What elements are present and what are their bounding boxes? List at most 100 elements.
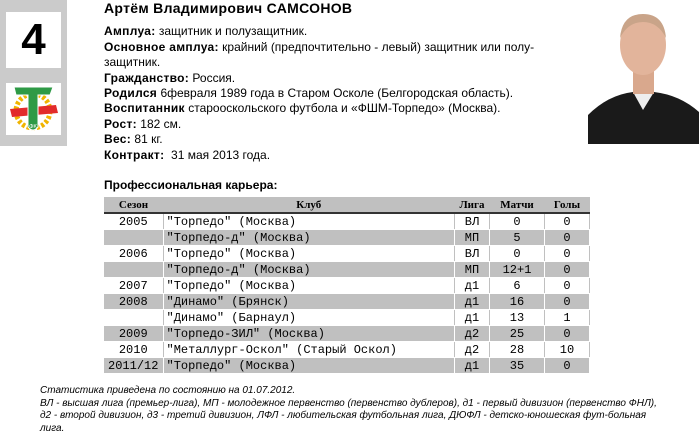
- info-field: Основное амплуа: крайний (предпочтительн…: [104, 40, 584, 71]
- cell-goals: 0: [544, 213, 590, 230]
- header-club: Клуб: [163, 197, 455, 214]
- cell-goals: 0: [544, 325, 590, 342]
- info-field: Рост: 182 см.: [104, 117, 584, 132]
- cell-club: "Динамо" (Барнаул): [163, 309, 455, 326]
- cell-matches: 13: [489, 309, 545, 326]
- cell-matches: 0: [489, 245, 545, 262]
- table-row: "Торпедо-д" (Москва) МП 12+1 0: [104, 261, 590, 278]
- table-row: 2011/12 "Торпедо" (Москва) д1 35 0: [104, 357, 590, 374]
- info-value: 182 см.: [136, 116, 182, 131]
- cell-goals: 0: [544, 293, 590, 310]
- footnotes: Статистика приведена по состоянию на 01.…: [40, 385, 670, 435]
- cell-season: 2010: [104, 341, 164, 358]
- info-value: 31 мая 2013 года.: [164, 147, 271, 162]
- cell-club: "Торпедо" (Москва): [163, 357, 455, 374]
- cell-league: д2: [454, 341, 490, 358]
- table-row: "Динамо" (Барнаул) д1 13 1: [104, 309, 590, 326]
- info-field: Контракт: 31 мая 2013 года.: [104, 148, 584, 163]
- cell-season: 2006: [104, 245, 164, 262]
- info-field: Родился 6февраля 1989 года в Старом Оско…: [104, 86, 584, 101]
- cell-matches: 25: [489, 325, 545, 342]
- cell-goals: 1: [544, 309, 590, 326]
- cell-club: "Металлург-Оскол" (Старый Оскол): [163, 341, 455, 358]
- cell-goals: 10: [544, 341, 590, 358]
- player-info: Артём Владимирович САМСОНОВ Амплуа: защи…: [104, 0, 584, 163]
- cell-matches: 12+1: [489, 261, 545, 278]
- cell-season: [104, 261, 164, 278]
- cell-matches: 28: [489, 341, 545, 358]
- torpedo-club-logo-icon: ФК: [6, 83, 61, 135]
- info-value: защитник и полузащитник.: [155, 24, 308, 39]
- cell-league: д1: [454, 293, 490, 310]
- cell-goals: 0: [544, 229, 590, 246]
- table-row: 2006 "Торпедо" (Москва) ВЛ 0 0: [104, 245, 590, 262]
- svg-text:ФК: ФК: [29, 124, 37, 130]
- cell-club: "Торпедо" (Москва): [163, 213, 455, 230]
- cell-season: 2005: [104, 213, 164, 230]
- cell-matches: 5: [489, 229, 545, 246]
- info-field: Вес: 81 кг.: [104, 132, 584, 147]
- info-value: 6февраля 1989 года в Старом Осколе (Белг…: [157, 86, 514, 101]
- info-value: крайний (предпочтительно - левый) защитн…: [104, 39, 535, 70]
- info-field: Амплуа: защитник и полузащитник.: [104, 24, 584, 39]
- info-label: Воспитанник: [104, 101, 185, 116]
- info-label: Основное амплуа:: [104, 39, 219, 54]
- cell-club: "Торпедо-д" (Москва): [163, 229, 455, 246]
- cell-matches: 0: [489, 213, 545, 230]
- table-row: 2007 "Торпедо" (Москва) д1 6 0: [104, 277, 590, 294]
- table-row: "Торпедо-д" (Москва) МП 5 0: [104, 229, 590, 246]
- cell-season: [104, 229, 164, 246]
- cell-goals: 0: [544, 277, 590, 294]
- cell-league: д1: [454, 309, 490, 326]
- player-photo: [588, 0, 699, 144]
- cell-goals: 0: [544, 245, 590, 262]
- info-label: Амплуа:: [104, 24, 156, 39]
- table-row: 2008 "Динамо" (Брянск) д1 16 0: [104, 293, 590, 310]
- cell-league: МП: [454, 261, 490, 278]
- table-row: 2005 "Торпедо" (Москва) ВЛ 0 0: [104, 213, 590, 230]
- cell-club: "Торпедо" (Москва): [163, 245, 455, 262]
- info-value: старооскольского футбола и «ФШМ-Торпедо»…: [184, 101, 501, 116]
- cell-league: д2: [454, 325, 490, 342]
- cell-club: "Торпедо-д" (Москва): [163, 261, 455, 278]
- cell-season: 2011/12: [104, 357, 164, 374]
- cell-season: 2009: [104, 325, 164, 342]
- cell-matches: 6: [489, 277, 545, 294]
- career-title: Профессиональная карьера:: [104, 178, 278, 192]
- player-number: 4: [6, 12, 61, 68]
- cell-league: МП: [454, 229, 490, 246]
- cell-matches: 16: [489, 293, 545, 310]
- info-label: Родился: [104, 86, 158, 101]
- cell-club: "Динамо" (Брянск): [163, 293, 455, 310]
- cell-club: "Торпедо" (Москва): [163, 277, 455, 294]
- left-column: 4 ФК: [0, 0, 67, 146]
- cell-season: 2007: [104, 277, 164, 294]
- stats-date-note: Статистика приведена по состоянию на 01.…: [40, 385, 296, 396]
- info-label: Рост:: [104, 116, 137, 131]
- header-matches: Матчи: [489, 197, 545, 214]
- career-table: Сезон Клуб Лига Матчи Голы 2005 "Торпедо"…: [104, 197, 590, 374]
- info-value: 81 кг.: [131, 132, 163, 147]
- legend-note: ВЛ - высшая лига (премьер-лига), МП - мо…: [40, 397, 657, 434]
- player-name: Артём Владимирович САМСОНОВ: [104, 0, 353, 16]
- header-season: Сезон: [104, 197, 163, 214]
- info-label: Контракт:: [104, 147, 165, 162]
- info-label: Вес:: [104, 132, 132, 147]
- cell-league: ВЛ: [454, 245, 490, 262]
- cell-goals: 0: [544, 261, 590, 278]
- table-row: 2010 "Металлург-Оскол" (Старый Оскол) д2 28…: [104, 341, 590, 358]
- table-row: 2009 "Торпедо-ЗИЛ" (Москва) д2 25 0: [104, 325, 590, 342]
- cell-season: [104, 309, 164, 326]
- cell-season: 2008: [104, 293, 164, 310]
- info-field: Воспитанник старооскольского футбола и «…: [104, 101, 584, 116]
- cell-league: д1: [454, 357, 490, 374]
- header-goals: Голы: [544, 197, 590, 214]
- cell-league: ВЛ: [454, 213, 490, 230]
- cell-matches: 35: [489, 357, 545, 374]
- info-field: Гражданство: Россия.: [104, 71, 584, 86]
- info-value: Россия.: [189, 70, 236, 85]
- cell-goals: 0: [544, 357, 590, 374]
- cell-league: д1: [454, 277, 490, 294]
- header-league: Лига: [454, 197, 490, 214]
- cell-club: "Торпедо-ЗИЛ" (Москва): [163, 325, 455, 342]
